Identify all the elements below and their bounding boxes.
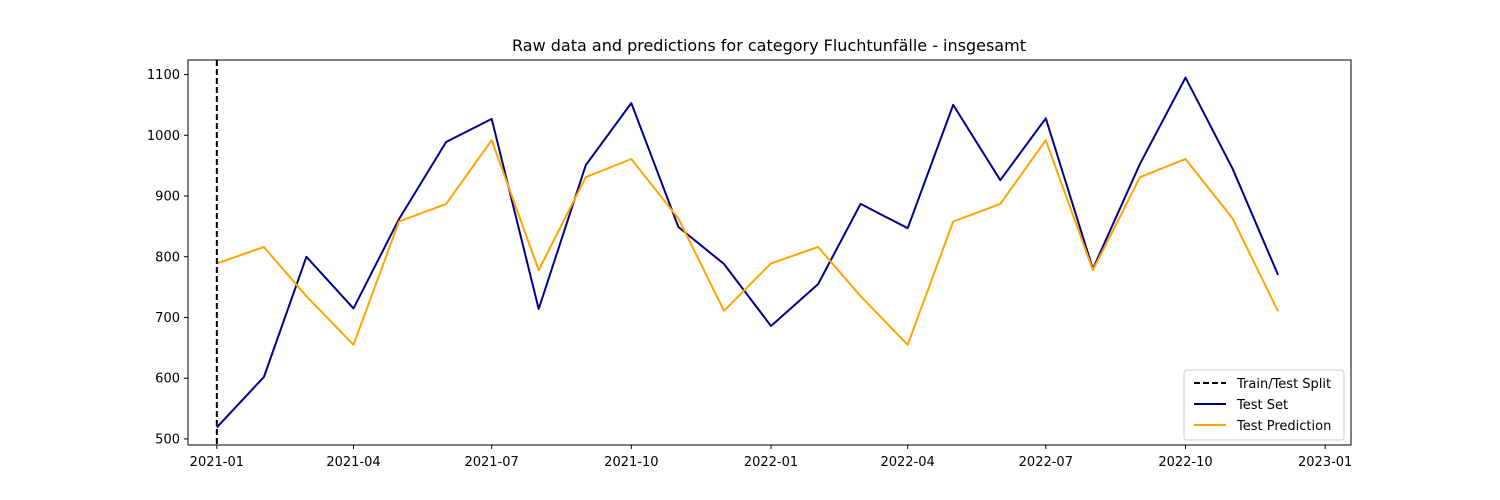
y-tick-label: 800	[155, 250, 180, 265]
y-tick-label: 600	[155, 372, 180, 387]
x-tick-label: 2023-01	[1298, 455, 1352, 470]
legend-box	[1183, 369, 1345, 441]
plot-frame	[187, 59, 1352, 446]
plot-lines	[215, 60, 1280, 445]
series-line-1	[216, 139, 1279, 346]
chart-title: Raw data and predictions for category Fl…	[512, 36, 1026, 55]
y-tick-label: 500	[155, 432, 180, 447]
legend: Train/Test Split Test Set Test Predictio…	[1183, 369, 1345, 441]
x-tick-label: 2022-04	[880, 455, 934, 470]
x-tick-label: 2022-07	[1019, 455, 1073, 470]
x-tick-label: 2021-10	[604, 455, 658, 470]
y-axis: 500 600 700 800 900 1000 1100	[147, 68, 188, 447]
y-tick-label: 900	[155, 190, 180, 205]
x-tick-label: 2022-01	[744, 455, 798, 470]
y-tick-label: 700	[155, 311, 180, 326]
x-tick-label: 2021-07	[464, 455, 518, 470]
x-tick-label: 2021-04	[326, 455, 380, 470]
legend-test-prediction-label: Test Prediction	[1236, 419, 1331, 434]
x-tick-label: 2021-01	[190, 455, 244, 470]
x-axis: 2021-01 2021-04 2021-07 2021-10 2022-01 2022-…	[190, 445, 1352, 470]
series-line-0	[216, 76, 1280, 429]
x-tick-label: 2022-10	[1158, 455, 1212, 470]
y-tick-label: 1100	[147, 68, 180, 83]
legend-split-label: Train/Test Split	[1236, 377, 1331, 392]
legend-test-set-label: Test Set	[1236, 398, 1288, 413]
y-tick-label: 1000	[147, 129, 180, 144]
